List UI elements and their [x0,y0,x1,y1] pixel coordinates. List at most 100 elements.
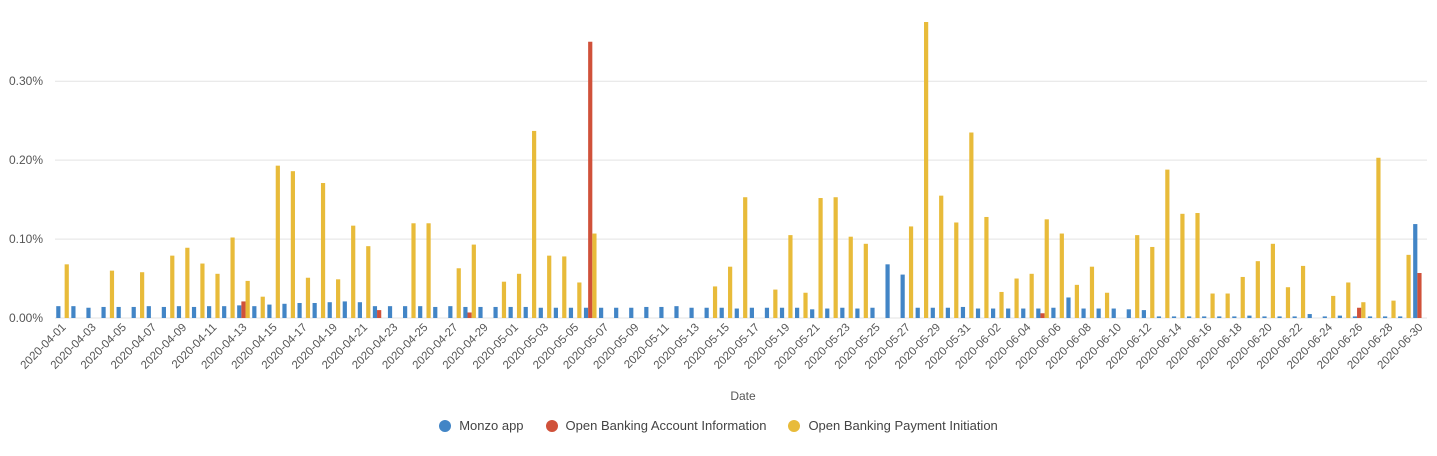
bar[interactable] [1156,316,1162,318]
bar[interactable] [1081,308,1086,318]
bar[interactable] [583,307,589,318]
bar[interactable] [825,308,830,318]
bar[interactable] [1135,235,1140,318]
bar[interactable] [945,307,950,318]
bar[interactable] [1217,316,1222,318]
bar[interactable] [448,306,453,318]
bar[interactable] [719,307,724,318]
bar[interactable] [885,264,890,318]
bar[interactable] [960,306,966,318]
bar[interactable] [704,307,709,318]
bar[interactable] [577,282,582,318]
bar[interactable] [86,307,91,318]
bar[interactable] [1021,308,1026,318]
bar[interactable] [101,306,106,318]
bar[interactable] [788,235,793,318]
bar[interactable] [743,197,748,318]
bar[interactable] [1014,278,1019,318]
bar[interactable] [433,306,438,318]
bar[interactable] [728,266,733,318]
bar[interactable] [56,306,61,318]
bar[interactable] [764,307,770,318]
bar[interactable] [773,289,778,318]
bar[interactable] [1171,316,1177,318]
bar[interactable] [900,274,905,318]
bar[interactable] [478,306,483,318]
bar[interactable] [1346,282,1351,318]
bar[interactable] [908,226,914,318]
bar[interactable] [176,306,182,318]
bar[interactable] [1006,308,1011,318]
bar[interactable] [241,301,246,318]
bar[interactable] [191,306,197,318]
bar[interactable] [222,306,227,318]
bar[interactable] [1383,316,1388,318]
bar[interactable] [1255,261,1260,318]
bar[interactable] [1367,316,1373,318]
bar[interactable] [501,281,507,318]
bar[interactable] [833,197,838,318]
bar[interactable] [532,130,537,318]
bar[interactable] [984,216,989,318]
bar[interactable] [999,291,1004,318]
bar[interactable] [810,309,815,318]
bar[interactable] [1040,313,1045,318]
bar[interactable] [1126,309,1131,318]
bar[interactable] [1398,316,1403,318]
bar[interactable] [185,247,190,318]
bar[interactable] [562,256,567,318]
bar[interactable] [1406,254,1411,318]
bar[interactable] [207,306,212,318]
bar[interactable] [779,307,785,318]
bar[interactable] [1195,213,1200,318]
bar[interactable] [644,306,649,318]
bar[interactable] [1150,246,1155,318]
bar[interactable] [1104,292,1110,318]
bar[interactable] [1111,308,1116,318]
bar[interactable] [1247,315,1252,318]
legend-item-payment-initiation[interactable]: Open Banking Payment Initiation [788,418,998,433]
bar[interactable] [508,306,513,318]
bar[interactable] [1051,307,1056,318]
bar[interactable] [170,255,175,318]
bar[interactable] [939,195,944,318]
bar[interactable] [1232,316,1237,318]
bar[interactable] [734,308,739,318]
bar[interactable] [1089,266,1095,318]
bar[interactable] [547,255,552,318]
bar[interactable] [357,302,362,318]
bar[interactable] [336,279,341,318]
bar[interactable] [1225,293,1230,318]
bar[interactable] [64,264,69,318]
bar[interactable] [553,307,558,318]
bar[interactable] [1202,316,1207,318]
bar[interactable] [320,183,326,318]
bar[interactable] [803,292,808,318]
bar[interactable] [230,237,235,318]
bar[interactable] [1165,169,1170,318]
bar[interactable] [237,305,242,318]
bar[interactable] [915,307,920,318]
bar[interactable] [71,306,76,318]
bar[interactable] [924,22,929,318]
bar[interactable] [659,306,664,318]
bar[interactable] [463,306,468,318]
bar[interactable] [200,263,205,318]
legend-item-monzo-app[interactable]: Monzo app [439,418,524,433]
bar[interactable] [1292,316,1297,318]
bar[interactable] [467,312,472,318]
bar[interactable] [712,286,718,318]
bar[interactable] [870,307,875,318]
bar[interactable] [411,223,416,318]
bar[interactable] [538,307,543,318]
bar[interactable] [1391,300,1396,318]
bar[interactable] [372,306,378,318]
bar[interactable] [991,308,996,318]
bar[interactable] [252,306,257,318]
bar[interactable] [863,243,868,318]
bar[interactable] [818,198,823,318]
bar[interactable] [1036,308,1041,318]
bar[interactable] [282,303,287,318]
bar[interactable] [1413,224,1418,318]
bar[interactable] [305,277,311,318]
